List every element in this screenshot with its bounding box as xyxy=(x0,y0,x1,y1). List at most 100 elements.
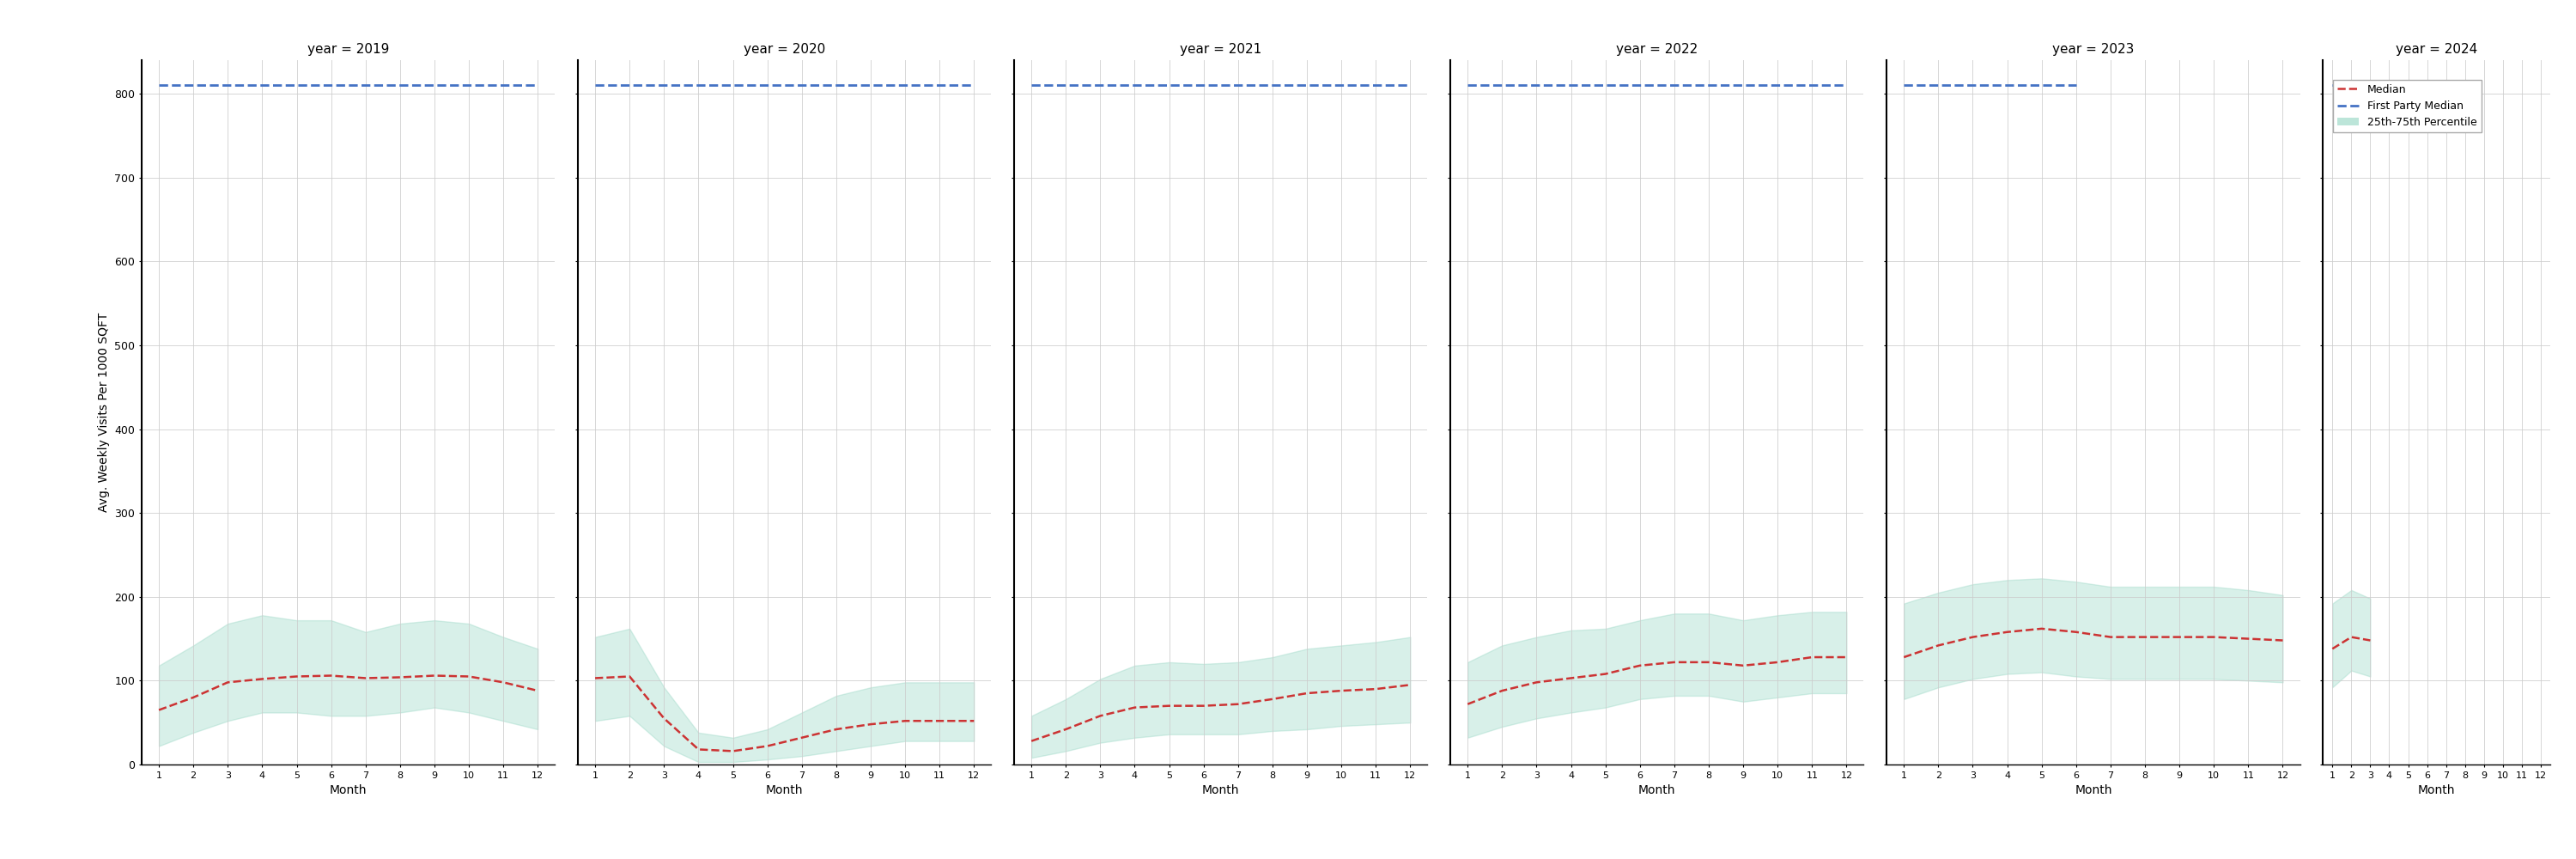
Title: year = 2019: year = 2019 xyxy=(307,43,389,56)
First Party Median xyxy=(1394,80,1425,90)
Median xyxy=(889,716,920,726)
Median xyxy=(752,741,783,752)
Line: Median: Median xyxy=(160,676,538,710)
First Party Median xyxy=(2336,80,2367,90)
Median xyxy=(2027,624,2058,634)
Median xyxy=(2164,632,2195,643)
First Party Median xyxy=(2316,80,2347,90)
Median xyxy=(2336,632,2367,643)
Median xyxy=(2267,636,2298,646)
First Party Median xyxy=(384,80,415,90)
Median xyxy=(649,713,680,723)
First Party Median xyxy=(1453,80,1484,90)
Title: year = 2021: year = 2021 xyxy=(1180,43,1262,56)
First Party Median xyxy=(822,80,853,90)
First Party Median xyxy=(1832,80,1862,90)
First Party Median xyxy=(1154,80,1185,90)
First Party Median xyxy=(350,80,381,90)
First Party Median xyxy=(1728,80,1759,90)
First Party Median xyxy=(1360,80,1391,90)
Median xyxy=(1084,710,1115,721)
First Party Median xyxy=(786,80,817,90)
Line: Median: Median xyxy=(1904,629,2282,657)
Median xyxy=(1728,661,1759,671)
Median xyxy=(1659,657,1690,667)
First Party Median xyxy=(1762,80,1793,90)
First Party Median xyxy=(752,80,783,90)
First Party Median xyxy=(1625,80,1656,90)
Y-axis label: Avg. Weekly Visits Per 1000 SQFT: Avg. Weekly Visits Per 1000 SQFT xyxy=(98,313,111,512)
Median xyxy=(1832,652,1862,662)
Line: Median: Median xyxy=(1468,657,1847,704)
First Party Median xyxy=(1795,80,1826,90)
X-axis label: Month: Month xyxy=(330,784,366,796)
First Party Median xyxy=(1556,80,1587,90)
First Party Median xyxy=(1486,80,1517,90)
First Party Median xyxy=(317,80,348,90)
Median xyxy=(178,692,209,703)
First Party Median xyxy=(649,80,680,90)
X-axis label: Month: Month xyxy=(765,784,804,796)
Median xyxy=(822,724,853,734)
First Party Median xyxy=(719,80,750,90)
Line: Median: Median xyxy=(2331,637,2370,649)
Median xyxy=(958,716,989,726)
First Party Median xyxy=(487,80,518,90)
Median xyxy=(1051,724,1082,734)
Median xyxy=(613,672,644,682)
First Party Median xyxy=(580,80,611,90)
Median xyxy=(1762,657,1793,667)
Median xyxy=(350,673,381,683)
First Party Median xyxy=(958,80,989,90)
Median xyxy=(2354,636,2385,646)
First Party Median xyxy=(1520,80,1551,90)
X-axis label: Month: Month xyxy=(1203,784,1239,796)
Title: year = 2022: year = 2022 xyxy=(1615,43,1698,56)
Median xyxy=(925,716,956,726)
First Party Median xyxy=(1327,80,1358,90)
First Party Median xyxy=(889,80,920,90)
Median xyxy=(1922,640,1953,650)
Median xyxy=(1486,685,1517,696)
Median xyxy=(487,677,518,687)
Median xyxy=(1154,701,1185,711)
First Party Median xyxy=(1291,80,1321,90)
X-axis label: Month: Month xyxy=(1638,784,1677,796)
First Party Median xyxy=(1051,80,1082,90)
Median xyxy=(420,671,451,681)
First Party Median xyxy=(1692,80,1723,90)
First Party Median xyxy=(1224,80,1255,90)
First Party Median xyxy=(523,80,554,90)
Median xyxy=(2061,627,2092,637)
Median xyxy=(1291,688,1321,698)
Median xyxy=(1188,701,1218,711)
Median xyxy=(453,672,484,682)
Median xyxy=(2094,632,2125,643)
Median xyxy=(2233,634,2264,644)
First Party Median xyxy=(1888,80,1919,90)
First Party Median xyxy=(683,80,714,90)
First Party Median xyxy=(281,80,312,90)
First Party Median xyxy=(1958,80,1989,90)
Median xyxy=(1360,684,1391,694)
Median xyxy=(317,671,348,681)
Title: year = 2024: year = 2024 xyxy=(2396,43,2478,56)
Median xyxy=(719,746,750,756)
Line: Median: Median xyxy=(595,677,974,751)
Line: Median: Median xyxy=(1030,685,1409,741)
First Party Median xyxy=(855,80,886,90)
Median xyxy=(1015,736,1046,746)
Median xyxy=(1394,679,1425,690)
Median xyxy=(1453,699,1484,710)
Median xyxy=(247,673,278,684)
First Party Median xyxy=(420,80,451,90)
First Party Median xyxy=(453,80,484,90)
Median xyxy=(1118,703,1149,713)
Median xyxy=(683,744,714,754)
X-axis label: Month: Month xyxy=(2419,784,2455,796)
Median xyxy=(211,677,242,687)
Median xyxy=(144,705,175,716)
First Party Median xyxy=(925,80,956,90)
First Party Median xyxy=(1084,80,1115,90)
Median xyxy=(1327,685,1358,696)
